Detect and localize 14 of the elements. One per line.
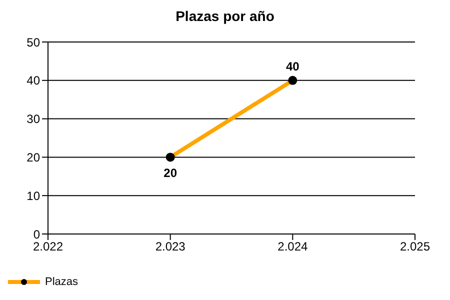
x-tick-label: 2.023 [155, 240, 186, 254]
data-label: 20 [164, 166, 178, 180]
y-tick-label: 30 [26, 112, 40, 126]
y-tick-label: 40 [26, 74, 40, 88]
x-tick-label: 2.024 [278, 240, 308, 254]
chart-title: Plazas por año [174, 8, 276, 26]
data-label: 40 [286, 59, 300, 74]
y-tick-label: 50 [26, 35, 40, 50]
x-tick-label: 2.022 [32, 240, 64, 254]
y-tick-label: 20 [26, 150, 40, 164]
y-tick-label: 0 [33, 227, 40, 242]
y-tick-label: 10 [26, 188, 40, 203]
x-tick-label: 2.025 [400, 240, 430, 254]
legend-label: Plazas [45, 276, 78, 288]
